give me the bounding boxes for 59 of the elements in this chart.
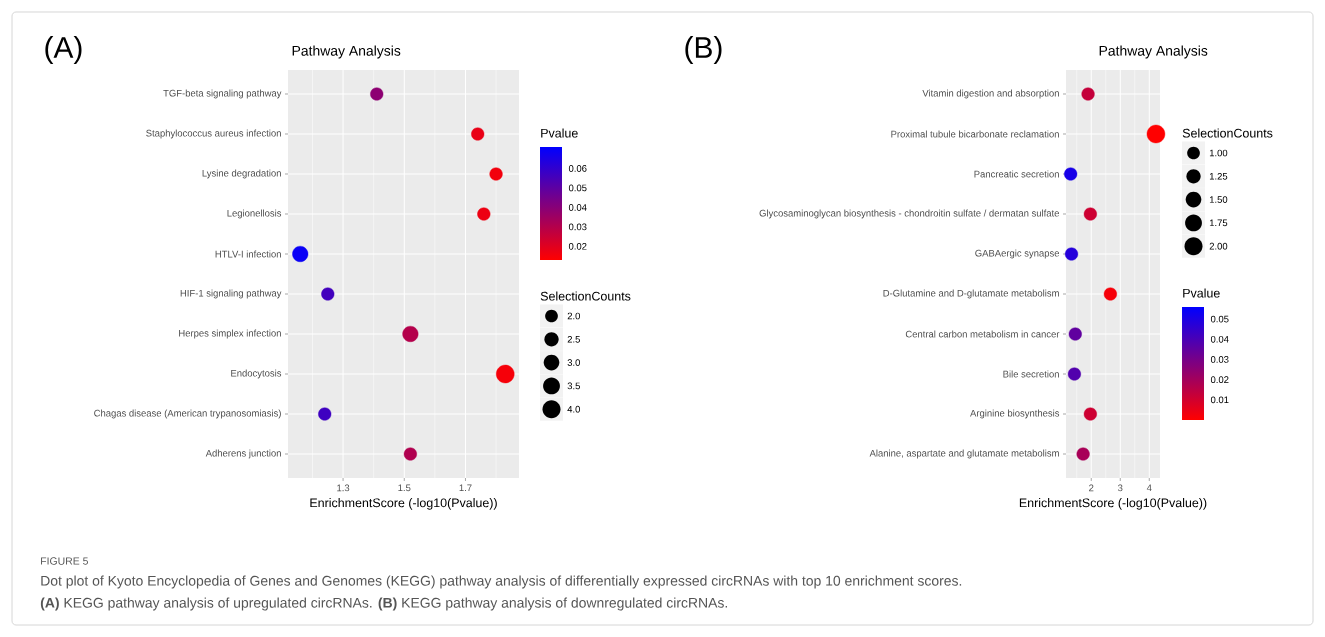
y-tick-label: Legionellosis xyxy=(227,209,282,219)
x-tick-label: 3 xyxy=(1117,484,1123,492)
color-bar-title: Pvalue xyxy=(1183,288,1220,298)
legend-label: 4.0 xyxy=(567,405,580,413)
y-tick-label: HIF-1 signaling pathway xyxy=(180,289,282,299)
legend-label: 1.25 xyxy=(1209,172,1228,180)
y-tick-label: Chagas disease (American trypanosomiasis) xyxy=(94,409,281,419)
y-tick-label: Bile secretion xyxy=(1003,370,1059,378)
color-bar-label: 0.06 xyxy=(568,165,587,172)
legend-label: 2.00 xyxy=(1209,242,1228,250)
color-bar-label: 0.05 xyxy=(1210,315,1229,323)
text: (A) xyxy=(45,36,82,64)
color-bar-label: 0.02 xyxy=(1210,376,1229,383)
chart-title: Pathway Analysis xyxy=(1099,45,1208,59)
color-bar-label: 0.03 xyxy=(1210,356,1229,363)
text: Dot plot of Kyoto Encyclopedia of Genes and Genomes (KEGG) pathway analysis of differentially expressed circRNAs with top 10 enrichment scores. xyxy=(41,575,962,589)
y-tick-label: Adherens junction xyxy=(205,449,281,459)
y-tick-label: Pancreatic secretion xyxy=(974,170,1059,178)
x-axis-title: EnrichmentScore (-log10(Pvalue)) xyxy=(1019,498,1207,510)
y-tick-label: Herpes simplex infection xyxy=(179,329,281,339)
y-tick-label: Alanine, aspartate and glutamate metabolism xyxy=(869,449,1059,459)
legend-label: 1.00 xyxy=(1209,149,1228,157)
y-tick-label: GABAergic synapse xyxy=(975,249,1060,259)
legend-label: 1.75 xyxy=(1209,219,1228,227)
color-bar-title: Pvalue xyxy=(541,128,578,138)
y-tick-label: Central carbon metabolism in cancer xyxy=(905,330,1060,338)
y-tick-label: Glycosaminoglycan biosynthesis - chondroitin sulfate / dermatan sulfate xyxy=(759,209,1060,219)
y-tick-label: Vitamin digestion and absorption xyxy=(922,89,1059,99)
x-tick-label: 1.7 xyxy=(459,484,472,492)
color-bar-label: 0.04 xyxy=(568,204,587,211)
legend-label: 1.50 xyxy=(1209,196,1228,203)
legend-title: SelectionCounts xyxy=(1182,128,1273,138)
text: (A) KEGG pathway analysis of upregulated circRNAs. (B) KEGG pathway analysis of downregulated circRNAs. xyxy=(40,597,727,611)
caption: FIGURE 5 xyxy=(41,557,88,565)
x-axis-title: EnrichmentScore (-log10(Pvalue)) xyxy=(310,498,497,510)
legend-label: 3.0 xyxy=(567,359,580,366)
legend-label: 2.5 xyxy=(567,335,580,343)
y-tick-label: D-Glutamine and D-glutamate metabolism xyxy=(883,289,1059,299)
x-tick-label: 4 xyxy=(1146,484,1152,492)
color-bar-label: 0.01 xyxy=(1210,396,1229,404)
legend-label: 2.0 xyxy=(567,312,580,320)
x-tick-label: 1.3 xyxy=(337,484,350,492)
y-tick-label: TGF-beta signaling pathway xyxy=(163,89,282,99)
color-bar-label: 0.05 xyxy=(568,184,587,192)
y-tick-label: HTLV-I infection xyxy=(215,250,281,258)
text: (B) xyxy=(685,36,722,64)
y-tick-label: Arginine biosynthesis xyxy=(970,409,1060,419)
legend-title: SelectionCounts xyxy=(540,291,631,301)
color-bar-label: 0.04 xyxy=(1210,335,1229,343)
y-tick-label: Endocytosis xyxy=(231,369,282,379)
color-bar-label: 0.03 xyxy=(568,223,587,231)
y-tick-label: Staphylococcus aureus infection xyxy=(146,129,281,139)
color-bar-label: 0.02 xyxy=(568,243,587,250)
x-tick-label: 1.5 xyxy=(398,484,411,492)
chart-title: Pathway Analysis xyxy=(292,45,401,59)
x-tick-label: 2 xyxy=(1089,484,1094,492)
y-tick-label: Proximal tubule bicarbonate reclamation xyxy=(891,130,1059,138)
y-tick-label: Lysine degradation xyxy=(202,169,281,179)
legend-label: 3.5 xyxy=(567,382,580,390)
